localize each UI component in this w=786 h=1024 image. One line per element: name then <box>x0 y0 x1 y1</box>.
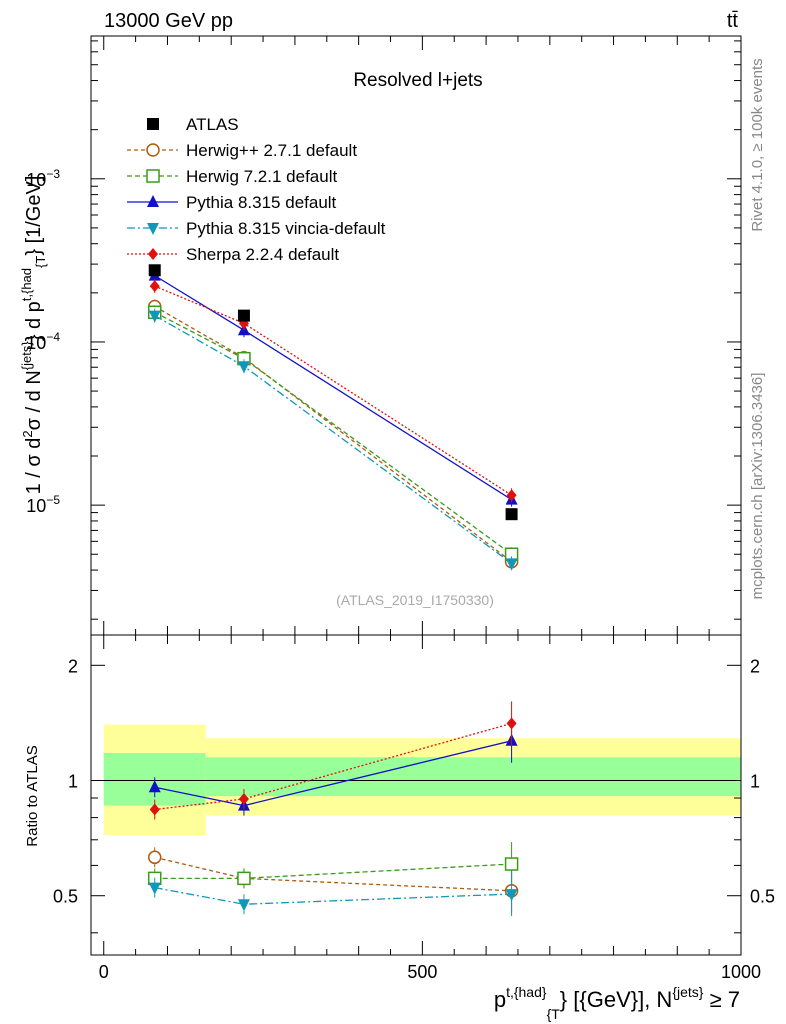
legend-label: Sherpa 2.2.4 default <box>186 245 339 264</box>
ratio-y-tick-label: 1 <box>750 772 760 792</box>
legend-marker <box>148 248 158 260</box>
x-tick-label: 1000 <box>721 962 761 982</box>
data-point <box>237 309 250 322</box>
ratio-point <box>506 717 517 730</box>
analysis-watermark: (ATLAS_2019_I1750330) <box>336 592 494 608</box>
data-point <box>148 264 161 277</box>
data-point <box>505 508 518 521</box>
ratio-point <box>504 857 519 871</box>
legend-marker-data <box>147 118 159 130</box>
ratio-y-tick-label: 2 <box>68 656 78 676</box>
legend-label: Herwig++ 2.7.1 default <box>186 141 357 160</box>
x-tick-label: 0 <box>99 962 109 982</box>
chart-title: Resolved l+jets <box>353 70 482 91</box>
ratio-point <box>237 871 251 886</box>
legend-label: Pythia 8.315 default <box>186 193 337 212</box>
ratio-y-tick-label: 2 <box>750 656 760 676</box>
series-line <box>154 315 512 564</box>
svg-text:pt,{had}{T} [{GeV}], N{jets} ≥: pt,{had}{T} [{GeV}], N{jets} ≥ 7 <box>494 984 740 1022</box>
uncertainty-band-inner <box>205 757 742 797</box>
ratio-point <box>505 889 518 902</box>
series-line <box>154 275 512 501</box>
ratio-series-line <box>154 886 512 905</box>
process-label: tt̄ <box>727 10 739 32</box>
main-y-axis-label: 1 / σ d2σ / d N{jets}} d pt,{had{T} [1/G… <box>19 176 48 495</box>
ratio-point <box>238 792 249 805</box>
ratio-point <box>148 780 161 793</box>
y-tick-label: 10−5 <box>26 493 60 516</box>
series-line <box>154 311 512 555</box>
ratio-y-tick-label: 0.5 <box>53 887 78 907</box>
rivet-version-label: Rivet 4.1.0, ≥ 100k events <box>749 58 766 231</box>
mcplots-source-label: mcplots.cern.ch [arXiv:1306.3436] <box>749 373 766 600</box>
energy-label: 13000 GeV pp <box>104 10 233 32</box>
legend-label: Herwig 7.2.1 default <box>186 167 337 186</box>
ratio-point <box>149 803 160 816</box>
series-point <box>505 558 518 571</box>
ratio-y-tick-label: 1 <box>68 772 78 792</box>
ratio-y-axis-label: Ratio to ATLAS <box>24 745 41 846</box>
legend-label-data: ATLAS <box>186 115 239 134</box>
legend-marker <box>147 195 159 207</box>
ratio-panel-frame <box>90 634 742 956</box>
legend: ATLAS Herwig++ 2.7.1 default Herwig 7.2.1 … <box>127 115 386 264</box>
legend-marker <box>146 169 160 183</box>
ratio-series-line <box>154 863 512 880</box>
series-point <box>506 489 517 502</box>
legend-marker <box>146 143 160 157</box>
legend-marker <box>147 223 159 235</box>
series-point <box>148 310 161 323</box>
ratio-point <box>237 899 250 912</box>
ratio-point <box>148 882 161 895</box>
legend-label: Pythia 8.315 vincia-default <box>186 219 386 238</box>
series-line <box>154 285 512 496</box>
ratio-y-tick-label: 0.5 <box>750 887 775 907</box>
series-point <box>149 280 160 293</box>
svg-text:1 / σ d2σ / d N{jets}} d pt,{h: 1 / σ d2σ / d N{jets}} d pt,{had{T} [1/G… <box>19 176 48 495</box>
x-axis-label: pt,{had}{T} [{GeV}], N{jets} ≥ 7 <box>494 984 740 1022</box>
series-point <box>237 361 250 374</box>
x-tick-label: 500 <box>407 962 437 982</box>
ratio-point <box>147 850 162 865</box>
